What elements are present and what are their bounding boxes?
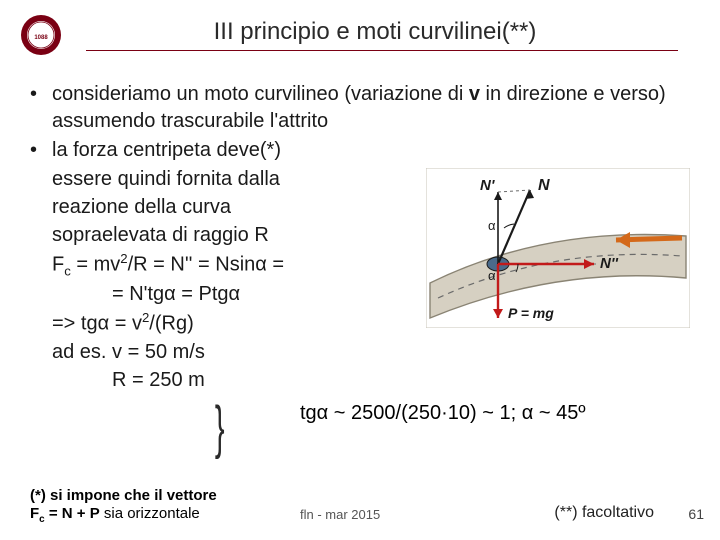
svg-text:N: N <box>538 177 550 194</box>
slide-title: III principio e moti curvilinei(**) <box>24 18 696 46</box>
bold-v: v <box>469 83 480 105</box>
university-seal-logo: 1088 <box>20 14 62 56</box>
t: /R = N'' = Nsinα = <box>128 254 284 276</box>
t: sia orizzontale <box>100 505 200 522</box>
bullet-2: • la forza centripeta deve(*) <box>30 137 696 164</box>
footnote-doublestar: (**) facoltativo <box>554 504 654 522</box>
page-number: 61 <box>688 506 704 522</box>
svg-text:P = mg: P = mg <box>508 305 554 321</box>
curly-brace: } <box>215 394 225 461</box>
t: => tgα = v <box>52 313 142 335</box>
svg-text:N': N' <box>480 177 495 194</box>
t: = N + P <box>45 505 100 522</box>
t: Fc = N + P sia orizzontale <box>30 505 217 526</box>
t: F <box>52 254 64 276</box>
bullet-dot: • <box>30 81 52 135</box>
footnote-star: (*) si impone che il vettore Fc = N + P … <box>30 487 217 526</box>
t: c <box>64 264 71 279</box>
title-underline <box>86 50 678 51</box>
bullet-dot: • <box>30 137 52 164</box>
bullet-1: • consideriamo un moto curvilineo (varia… <box>30 81 696 135</box>
t: /(Rg) <box>149 313 193 335</box>
text: consideriamo un moto curvilineo (variazi… <box>52 83 469 105</box>
svg-text:N'': N'' <box>600 255 618 272</box>
t: F <box>30 505 39 522</box>
footer-date: fln - mar 2015 <box>300 507 380 522</box>
calculation-result: tgα ~ 2500/(250·10) ~ 1; α ~ 45º <box>300 402 586 425</box>
t: (*) si impone che il vettore <box>30 487 217 505</box>
banked-curve-figure: N N' α N'' α P = mg <box>426 168 690 328</box>
text: la forza centripeta deve(*) <box>52 137 696 164</box>
t: = mv <box>71 254 120 276</box>
example-r: R = 250 m <box>30 367 696 394</box>
example-v: ad es. v = 50 m/s <box>30 339 696 366</box>
svg-text:1088: 1088 <box>34 35 48 41</box>
t: 2 <box>120 251 127 266</box>
svg-text:α: α <box>488 218 496 233</box>
svg-text:α: α <box>488 268 496 283</box>
